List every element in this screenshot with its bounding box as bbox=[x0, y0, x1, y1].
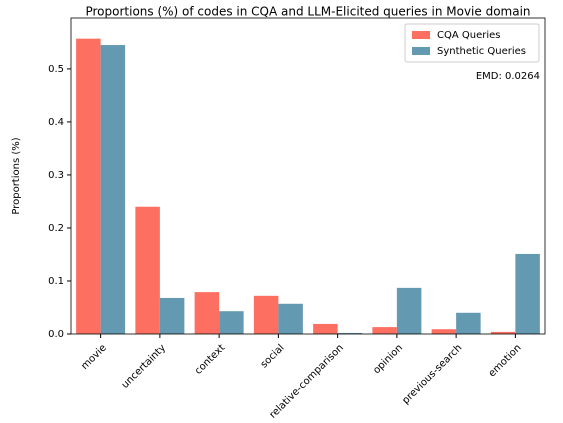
bar bbox=[135, 206, 160, 334]
x-tick-label: uncertainty bbox=[120, 342, 168, 390]
bar bbox=[396, 287, 422, 334]
y-tick-label: 0.4 bbox=[48, 117, 64, 128]
chart-title: Proportions (%) of codes in CQA and LLM-… bbox=[85, 5, 530, 19]
bar bbox=[372, 327, 397, 334]
y-tick-label: 0.1 bbox=[48, 276, 64, 287]
x-tick-label: social bbox=[259, 342, 287, 370]
bar bbox=[219, 311, 244, 334]
bar bbox=[159, 297, 185, 334]
legend-box bbox=[404, 23, 540, 63]
bar bbox=[253, 295, 279, 334]
bar bbox=[76, 38, 101, 334]
bar bbox=[456, 312, 481, 334]
x-tick-label: context bbox=[193, 342, 227, 376]
legend-label: CQA Queries bbox=[437, 30, 501, 41]
x-tick-label: opinion bbox=[371, 342, 405, 376]
y-tick-label: 0.2 bbox=[48, 223, 64, 234]
bar bbox=[490, 331, 516, 334]
y-tick-label: 0.0 bbox=[48, 329, 64, 340]
bar bbox=[337, 332, 363, 334]
y-axis-label: Proportions (%) bbox=[11, 137, 22, 214]
plot-frame bbox=[70, 17, 546, 335]
x-tick-label: movie bbox=[79, 342, 108, 371]
y-tick-label: 0.5 bbox=[48, 64, 64, 75]
x-tick-label: previous-search bbox=[400, 342, 464, 406]
bar bbox=[313, 323, 338, 334]
annotation: EMD: 0.0264 bbox=[476, 71, 540, 82]
y-tick-label: 0.3 bbox=[48, 170, 64, 181]
bar bbox=[194, 292, 220, 334]
legend-label: Synthetic Queries bbox=[437, 46, 526, 57]
legend-swatch bbox=[412, 47, 430, 55]
bar bbox=[515, 253, 540, 334]
x-tick-label: emotion bbox=[487, 342, 524, 379]
bar bbox=[431, 329, 457, 334]
legend-swatch bbox=[412, 31, 430, 39]
bar bbox=[278, 303, 303, 334]
bar bbox=[100, 45, 126, 334]
